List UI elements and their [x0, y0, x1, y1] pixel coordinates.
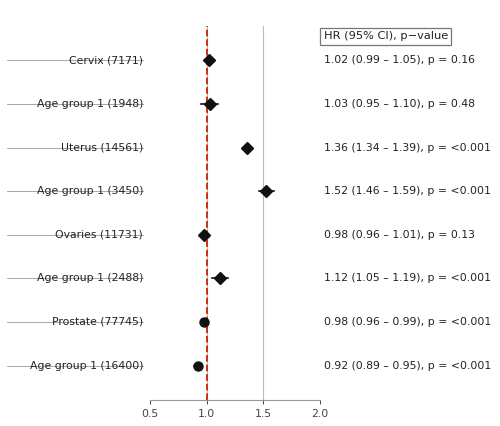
Text: Prostate (77745): Prostate (77745) — [52, 317, 143, 327]
Text: 1.52 (1.46 – 1.59), p = <0.001: 1.52 (1.46 – 1.59), p = <0.001 — [324, 186, 490, 196]
Text: 0.98 (0.96 – 1.01), p = 0.13: 0.98 (0.96 – 1.01), p = 0.13 — [324, 230, 474, 240]
Text: 0.98 (0.96 – 0.99), p = <0.001: 0.98 (0.96 – 0.99), p = <0.001 — [324, 317, 491, 327]
Text: Cervix (7171): Cervix (7171) — [69, 55, 143, 66]
Text: Age group 1 (1948): Age group 1 (1948) — [37, 99, 143, 109]
Text: Ovaries (11731): Ovaries (11731) — [56, 230, 143, 240]
Text: 1.03 (0.95 – 1.10), p = 0.48: 1.03 (0.95 – 1.10), p = 0.48 — [324, 99, 474, 109]
Text: Age group 1 (16400): Age group 1 (16400) — [30, 360, 143, 371]
Text: Age group 1 (3450): Age group 1 (3450) — [36, 186, 143, 196]
Text: 1.02 (0.99 – 1.05), p = 0.16: 1.02 (0.99 – 1.05), p = 0.16 — [324, 55, 474, 66]
Text: 0.92 (0.89 – 0.95), p = <0.001: 0.92 (0.89 – 0.95), p = <0.001 — [324, 360, 491, 371]
Text: Uterus (14561): Uterus (14561) — [61, 143, 143, 153]
Text: Age group 1 (2488): Age group 1 (2488) — [37, 273, 143, 283]
Text: 1.12 (1.05 – 1.19), p = <0.001: 1.12 (1.05 – 1.19), p = <0.001 — [324, 273, 490, 283]
Text: 1.36 (1.34 – 1.39), p = <0.001: 1.36 (1.34 – 1.39), p = <0.001 — [324, 143, 490, 153]
Text: HR (95% CI), p−value: HR (95% CI), p−value — [324, 32, 448, 41]
